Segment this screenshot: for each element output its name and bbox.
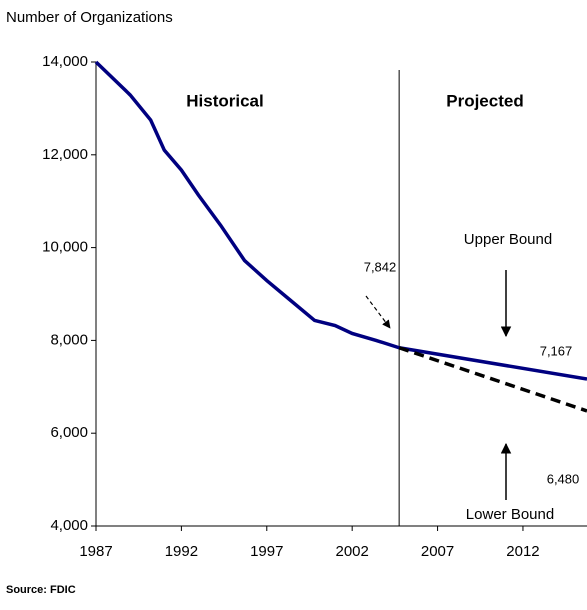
region-label: Projected xyxy=(446,91,523,110)
region-label: Historical xyxy=(186,91,263,110)
line xyxy=(398,346,587,413)
y-tick-label: 6,000 xyxy=(50,424,88,441)
x-tick-label: 1987 xyxy=(79,543,112,560)
y-tick-label: 12,000 xyxy=(42,146,88,163)
y-tick-label: 8,000 xyxy=(50,331,88,348)
chart-title: Number of Organizations xyxy=(6,9,173,26)
value-label: 7,842 xyxy=(364,259,397,274)
value-label: 6,480 xyxy=(547,471,580,486)
annotation: Upper Bound xyxy=(464,231,552,248)
annotation: Lower Bound xyxy=(466,506,554,523)
x-tick-label: 2007 xyxy=(421,543,454,560)
x-tick-label: 1997 xyxy=(250,543,283,560)
line xyxy=(398,346,587,381)
line xyxy=(94,60,400,350)
source: Source: FDIC xyxy=(6,584,76,596)
value-label: 7,167 xyxy=(540,343,573,358)
x-tick-label: 1992 xyxy=(165,543,198,560)
x-tick-label: 2002 xyxy=(335,543,368,560)
arrow xyxy=(365,295,391,329)
y-tick-label: 14,000 xyxy=(42,53,88,70)
y-tick-label: 10,000 xyxy=(42,239,88,256)
y-tick-label: 4,000 xyxy=(50,517,88,534)
x-tick-label: 2012 xyxy=(506,543,539,560)
